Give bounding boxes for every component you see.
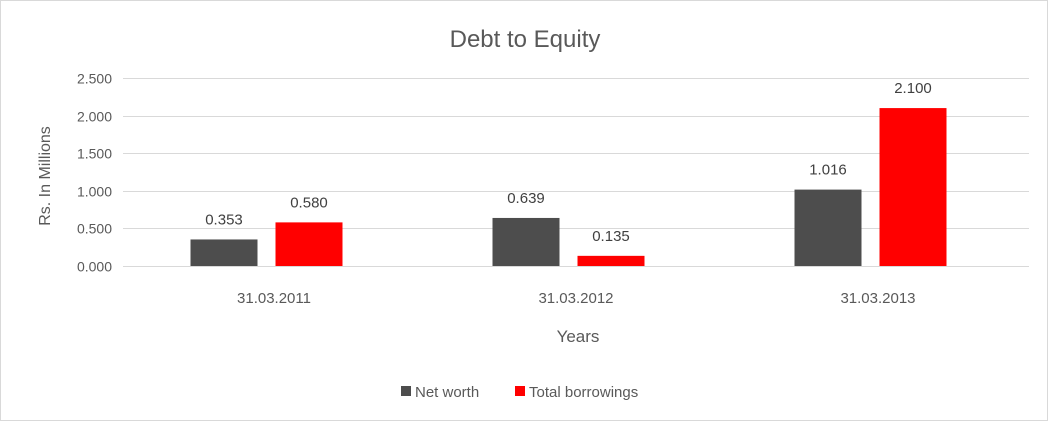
chart-title: Debt to Equity [450, 26, 601, 53]
legend-label: Net worth [415, 384, 479, 401]
x-tick-label: 31.03.2012 [538, 290, 613, 307]
y-tick-label: 0.500 [77, 221, 112, 237]
legend-label: Total borrowings [529, 384, 638, 401]
bar-total-borrowings [275, 222, 343, 266]
y-tick-label: 0.000 [77, 259, 112, 275]
bar-net-worth [794, 189, 862, 266]
x-tick-label: 31.03.2013 [840, 290, 915, 307]
bar-net-worth [492, 217, 560, 266]
y-axis-label: Rs. In Millions [37, 126, 54, 226]
bar-value-label: 2.100 [894, 80, 932, 97]
gridlines [123, 78, 1029, 267]
x-tick-label: 31.03.2011 [237, 290, 311, 307]
bar-value-label: 0.639 [507, 190, 545, 207]
bar-value-label: 0.580 [290, 194, 328, 211]
legend-swatch [515, 386, 525, 396]
y-tick-label: 2.000 [77, 109, 112, 125]
bar-total-borrowings [879, 108, 947, 266]
y-axis-ticks: 0.000 0.500 1.000 1.500 2.000 2.500 [77, 71, 112, 275]
x-axis-ticks: 31.03.2011 31.03.2012 31.03.2013 [237, 290, 916, 307]
bar-value-label: 0.353 [205, 211, 243, 228]
x-axis-label: Years [557, 327, 600, 346]
y-tick-label: 1.000 [77, 184, 112, 200]
bar-net-worth [190, 239, 258, 266]
bar-value-label: 1.016 [809, 162, 847, 179]
y-tick-label: 2.500 [77, 71, 112, 87]
legend-swatch [401, 386, 411, 396]
chart-legend: Net worth Total borrowings [401, 384, 638, 401]
bar-value-label: 0.135 [592, 228, 630, 245]
bar-data-labels: 0.353 0.580 0.639 0.135 1.016 2.100 [205, 80, 932, 245]
bar-total-borrowings [577, 255, 645, 266]
bar-marks [190, 108, 947, 266]
y-tick-label: 1.500 [77, 146, 112, 162]
